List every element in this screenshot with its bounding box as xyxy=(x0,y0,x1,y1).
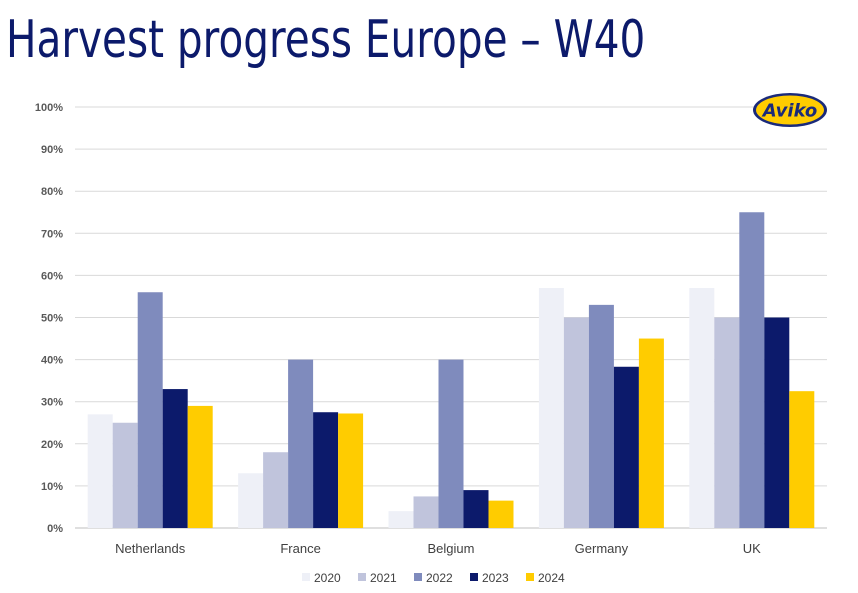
legend-label-2023: 2023 xyxy=(482,571,509,585)
logo-text: Aviko xyxy=(761,101,818,122)
bar-belgium-2023 xyxy=(464,490,489,528)
bar-belgium-2024 xyxy=(489,501,514,528)
bar-chart: 0% 10% 20% 30% 40% 50% 60% 70% 80% 90% 100% Nether… xyxy=(0,0,858,593)
y-tick-label: 100% xyxy=(35,102,63,114)
y-tick-label: 60% xyxy=(41,270,63,282)
bar-france-2021 xyxy=(263,452,288,528)
bar-france-2023 xyxy=(313,412,338,528)
bar-germany-2023 xyxy=(614,367,639,528)
bar-france-2020 xyxy=(238,473,263,528)
x-axis-labels: Netherlands France Belgium Germany UK xyxy=(115,541,761,556)
bar-netherlands-2021 xyxy=(113,423,138,528)
bar-germany-2020 xyxy=(539,288,564,528)
bar-france-2024 xyxy=(338,413,363,528)
bar-uk-2020 xyxy=(689,288,714,528)
bars xyxy=(88,212,815,528)
bar-belgium-2021 xyxy=(414,496,439,528)
bar-germany-2021 xyxy=(564,318,589,529)
y-tick-label: 10% xyxy=(41,481,63,493)
legend-label-2021: 2021 xyxy=(370,571,397,585)
bar-netherlands-2024 xyxy=(188,406,213,528)
bar-germany-2024 xyxy=(639,339,664,528)
legend-label-2020: 2020 xyxy=(314,571,341,585)
y-tick-label: 0% xyxy=(47,523,63,535)
bar-uk-2021 xyxy=(714,318,739,529)
bar-belgium-2022 xyxy=(439,360,464,528)
legend-label-2024: 2024 xyxy=(538,571,565,585)
bar-germany-2022 xyxy=(589,305,614,528)
y-tick-label: 80% xyxy=(41,186,63,198)
bar-netherlands-2022 xyxy=(138,292,163,528)
bar-france-2022 xyxy=(288,360,313,528)
x-category-label: UK xyxy=(743,541,761,556)
bar-uk-2023 xyxy=(764,318,789,529)
legend-swatch-2023 xyxy=(470,573,478,581)
legend-swatch-2022 xyxy=(414,573,422,581)
y-axis-ticks: 0% 10% 20% 30% 40% 50% 60% 70% 80% 90% 100% xyxy=(35,102,63,535)
legend-label-2022: 2022 xyxy=(426,571,453,585)
y-tick-label: 90% xyxy=(41,144,63,156)
y-tick-label: 50% xyxy=(41,313,63,325)
bar-uk-2022 xyxy=(739,212,764,528)
x-category-label: France xyxy=(280,541,320,556)
bar-netherlands-2023 xyxy=(163,389,188,528)
legend-swatch-2021 xyxy=(358,573,366,581)
legend-swatch-2024 xyxy=(526,573,534,581)
legend-swatch-2020 xyxy=(302,573,310,581)
y-tick-label: 40% xyxy=(41,355,63,367)
x-category-label: Netherlands xyxy=(115,541,186,556)
x-category-label: Belgium xyxy=(428,541,475,556)
y-tick-label: 20% xyxy=(41,439,63,451)
bar-uk-2024 xyxy=(789,391,814,528)
x-category-label: Germany xyxy=(575,541,629,556)
y-tick-label: 70% xyxy=(41,228,63,240)
y-tick-label: 30% xyxy=(41,397,63,409)
legend: 2020 2021 2022 2023 2024 xyxy=(302,571,565,585)
aviko-logo: Aviko xyxy=(753,93,827,127)
bar-netherlands-2020 xyxy=(88,414,113,528)
bar-belgium-2020 xyxy=(389,511,414,528)
